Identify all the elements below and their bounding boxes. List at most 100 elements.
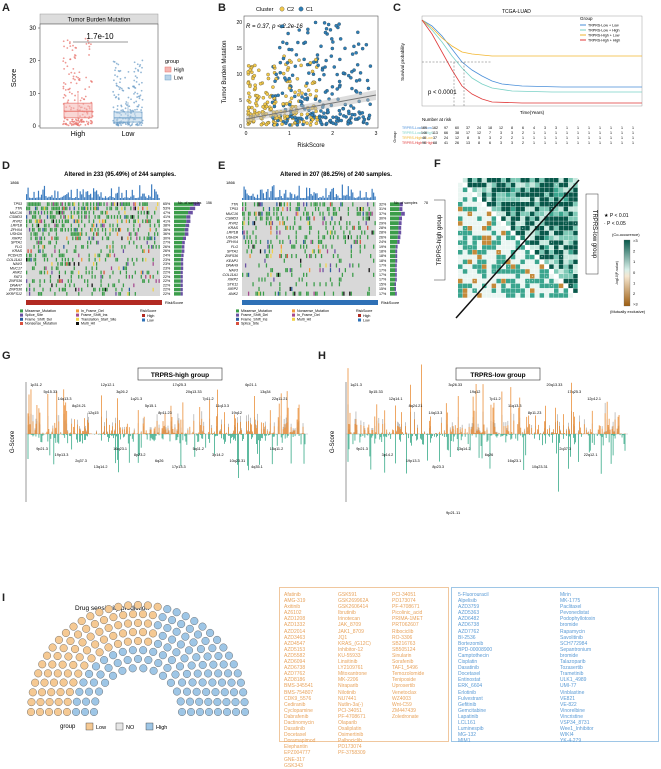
mutation-cell (129, 292, 130, 296)
mutation-cell (367, 212, 368, 216)
heatmap-cell (525, 293, 530, 298)
box-point (63, 40, 65, 42)
top-bar (132, 190, 133, 200)
drug-dot (46, 698, 54, 706)
heatmap-cell (506, 197, 511, 202)
heatmap-cell (573, 212, 578, 217)
scatter-point (293, 91, 296, 94)
mutation-cell (159, 245, 160, 249)
risk-cell: 1 (599, 126, 601, 130)
mutation-cell (51, 202, 52, 206)
risk-cell: 1 (577, 136, 579, 140)
risk-cell: 68 (433, 141, 437, 145)
heatmap-cell (568, 293, 573, 298)
mutation-cell (27, 202, 28, 206)
heatmap-cell (477, 188, 482, 193)
mutation-cell (138, 211, 139, 215)
drug-dot (210, 661, 218, 669)
mutation-cell (135, 292, 136, 296)
heatmap-cell (482, 178, 487, 183)
top-bar (159, 198, 160, 200)
heatmap-cell (487, 197, 492, 202)
gene-label: KRAS (228, 226, 238, 230)
mutation-cell (32, 228, 33, 232)
scatter-point (352, 45, 355, 48)
top-bar (157, 194, 158, 200)
mutation-cell (109, 232, 110, 236)
risk-ylabel: Group (392, 131, 397, 143)
heatmap-cell (540, 288, 545, 293)
mutation-cell (93, 288, 94, 292)
side-bar (390, 287, 395, 291)
risk-cell: 98 (422, 141, 426, 145)
heatmap-cell (487, 269, 492, 274)
gene-percent: 22% (163, 292, 171, 296)
mutation-cell (115, 258, 116, 262)
mutation-cell (68, 202, 69, 206)
mutation-cell (334, 249, 335, 253)
heatmap-cell (559, 245, 564, 250)
mutation-cell (369, 268, 370, 272)
mutation-cell (156, 279, 157, 283)
mutation-cell (65, 207, 66, 211)
heatmap-cell (463, 293, 468, 298)
drug-dot (183, 688, 191, 696)
risk-cell: 7 (489, 131, 491, 135)
gene-percent: 28% (379, 231, 387, 235)
box-point (81, 121, 83, 123)
heatmap-cell (472, 202, 477, 207)
heatmap-cell (516, 279, 521, 284)
top-bar (366, 192, 367, 200)
top-bar (83, 189, 84, 200)
mutation-cell (150, 236, 151, 240)
heatmap-cell (516, 192, 521, 197)
box-point (122, 89, 124, 91)
scatter-point (330, 37, 333, 40)
heatmap-cell (535, 192, 540, 197)
heatmap-cell (463, 207, 468, 212)
heatmap-cell (468, 274, 473, 279)
box-point (114, 122, 116, 124)
top-bar (290, 192, 291, 200)
mutation-cell (117, 202, 118, 206)
mutation-cell (243, 231, 244, 235)
heatmap-cell (540, 207, 545, 212)
top-bar (27, 188, 28, 200)
drug-dot (228, 679, 236, 687)
mutation-cell (351, 249, 352, 253)
heatmap-cell (492, 188, 497, 193)
risk-row-label: TRPRS-Low + High (402, 131, 433, 135)
heatmap-cell (511, 216, 516, 221)
heatmap-cell (468, 250, 473, 255)
mutation-cell (65, 271, 66, 275)
mutation-cell (303, 212, 304, 216)
drug-dot (168, 616, 176, 624)
heatmap-cell (511, 269, 516, 274)
mutation-cell (315, 292, 316, 296)
box-point (72, 119, 74, 121)
side-bar (399, 221, 402, 225)
mutation-cell (281, 202, 282, 206)
mutation-cell (331, 282, 332, 286)
heatmap-cell (458, 293, 463, 298)
risk-cell: 8 (467, 136, 469, 140)
drug-dot (129, 665, 137, 673)
drug-dot (110, 613, 118, 621)
box-point (137, 70, 139, 72)
box-xtick-low: Low (122, 131, 136, 138)
box-point (128, 105, 130, 107)
mutation-cell (270, 226, 271, 230)
drug-dot (96, 628, 104, 636)
top-bar (269, 197, 270, 200)
mutation-cell (291, 254, 292, 258)
box-point (88, 86, 90, 88)
top-bar (339, 198, 340, 200)
heatmap-cell (554, 284, 559, 289)
mutation-cell (139, 236, 140, 240)
heatmap-cell (568, 260, 573, 265)
mutation-cell (276, 202, 277, 206)
mutation-cell (251, 249, 252, 253)
mutation-cell (96, 232, 97, 236)
top-bar (145, 197, 146, 200)
mutation-cell (59, 275, 60, 279)
